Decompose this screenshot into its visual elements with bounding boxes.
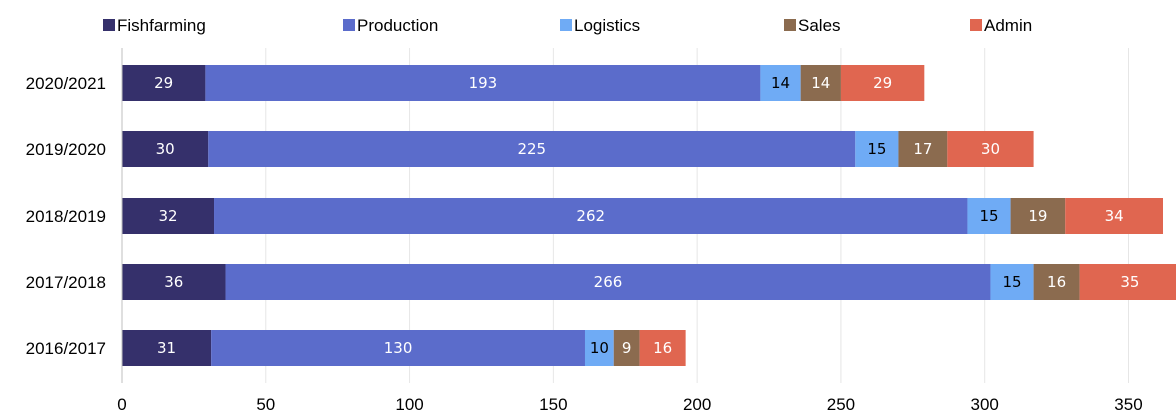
bar-segment <box>208 131 856 167</box>
data-label: 17 <box>913 140 932 158</box>
bar-segment <box>800 65 841 101</box>
bar-segment <box>122 131 209 167</box>
category-label: 2018/2019 <box>26 207 106 226</box>
x-tick-label: 100 <box>395 395 423 414</box>
data-label: 16 <box>653 339 672 357</box>
legend-swatch <box>970 19 982 31</box>
bar-segment <box>205 65 761 101</box>
bars <box>122 65 1176 366</box>
legend-label: Fishfarming <box>117 16 206 35</box>
category-label: 2019/2020 <box>26 140 106 159</box>
data-label: 30 <box>156 140 175 158</box>
data-label: 266 <box>594 273 623 291</box>
legend-label: Production <box>357 16 438 35</box>
legend-swatch <box>343 19 355 31</box>
x-tick-label: 350 <box>1114 395 1142 414</box>
bar-segment <box>990 264 1034 300</box>
data-label: 35 <box>1120 273 1139 291</box>
legend-swatch <box>103 19 115 31</box>
data-label: 15 <box>1002 273 1021 291</box>
bar-segment <box>967 198 1011 234</box>
bar-segment <box>122 264 226 300</box>
bar-segment <box>1010 198 1066 234</box>
category-label: 2020/2021 <box>26 74 106 93</box>
bar-segment <box>214 198 968 234</box>
x-tick-label: 200 <box>683 395 711 414</box>
data-label: 16 <box>1047 273 1066 291</box>
data-label: 31 <box>157 339 176 357</box>
bar-segment <box>840 65 925 101</box>
legend-label: Logistics <box>574 16 640 35</box>
data-label: 34 <box>1105 207 1124 225</box>
x-tick-label: 250 <box>827 395 855 414</box>
data-label: 14 <box>771 74 790 92</box>
legend-label: Sales <box>798 16 841 35</box>
data-label: 15 <box>867 140 886 158</box>
bar-segment <box>1079 264 1176 300</box>
bar-segment <box>584 330 614 366</box>
bar-segment <box>1065 198 1163 234</box>
category-axis-labels: 2020/2021 2019/2020 2018/2019 2017/2018 2016… <box>26 74 106 358</box>
data-label: 36 <box>164 273 183 291</box>
data-label: 30 <box>981 140 1000 158</box>
data-labels: 29 193 14 14 29 30 225 15 17 30 32 262 15 19 34 36 266 15… <box>154 74 1139 357</box>
data-label: 262 <box>576 207 605 225</box>
category-label: 2017/2018 <box>26 273 106 292</box>
bar-segment <box>122 65 206 101</box>
legend-label: Admin <box>984 16 1032 35</box>
data-label: 225 <box>517 140 546 158</box>
bar-segment <box>211 330 585 366</box>
data-label: 193 <box>469 74 498 92</box>
data-label: 15 <box>979 207 998 225</box>
x-tick-label: 50 <box>256 395 275 414</box>
bar-segment <box>855 131 899 167</box>
bar-segment <box>639 330 686 366</box>
data-label: 10 <box>590 339 609 357</box>
data-label: 19 <box>1028 207 1047 225</box>
category-label: 2016/2017 <box>26 339 106 358</box>
data-label: 130 <box>384 339 413 357</box>
data-label: 29 <box>154 74 173 92</box>
bar-segment <box>760 65 801 101</box>
data-label: 14 <box>811 74 830 92</box>
legend: Fishfarming Production Logistics Sales Admin <box>103 16 1032 35</box>
bar-segment <box>613 330 640 366</box>
data-label: 32 <box>158 207 177 225</box>
bar-segment <box>225 264 991 300</box>
bar-segment <box>122 330 212 366</box>
data-label: 29 <box>873 74 892 92</box>
bar-segment <box>1033 264 1080 300</box>
bar-segment <box>122 198 215 234</box>
x-tick-label: 0 <box>117 395 126 414</box>
legend-swatch <box>560 19 572 31</box>
x-tick-label: 300 <box>971 395 999 414</box>
value-axis-tick-labels: 0 50 100 150 200 250 300 350 <box>117 395 1142 414</box>
bar-segment <box>898 131 948 167</box>
x-tick-label: 150 <box>539 395 567 414</box>
data-label: 9 <box>622 339 632 357</box>
bar-segment <box>947 131 1034 167</box>
legend-swatch <box>784 19 796 31</box>
